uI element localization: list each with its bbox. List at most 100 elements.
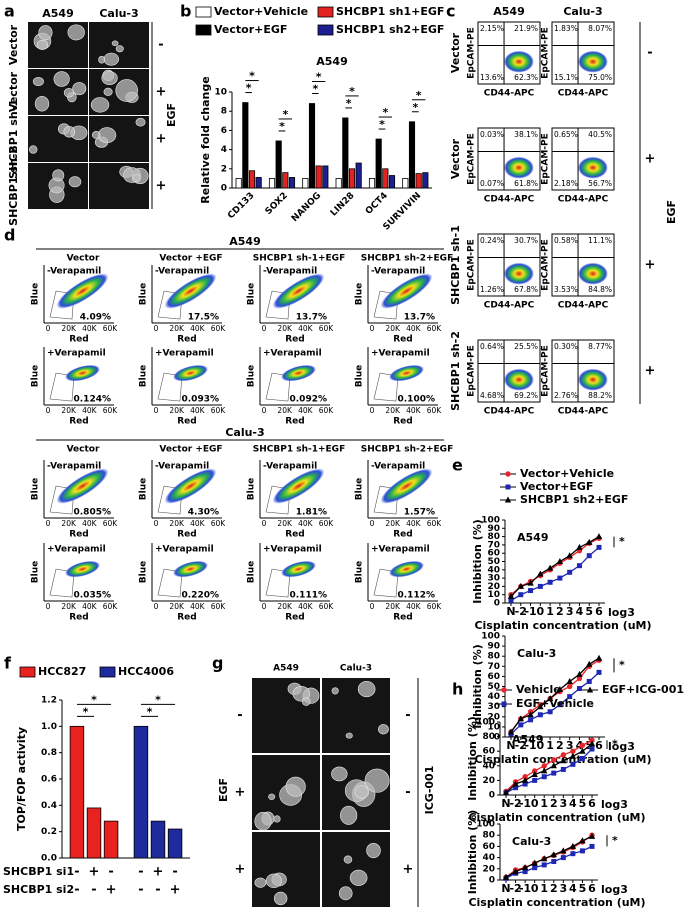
bar xyxy=(355,162,362,189)
x-tick-label: 20K xyxy=(61,406,77,415)
sphere xyxy=(273,891,288,906)
column-label: SHCBP1 sh-2+EGF xyxy=(361,445,453,455)
sphere xyxy=(36,39,49,50)
y-tick-label: 0 xyxy=(489,791,495,801)
significance-mark: * xyxy=(282,108,288,121)
x-tick-label: 20K xyxy=(385,406,401,415)
treatment-sign: + xyxy=(156,179,167,194)
chart-title: Calu-3 xyxy=(517,647,556,660)
x-tick-label: 2 xyxy=(550,882,558,895)
x-tick-label: 0 xyxy=(537,605,545,618)
treatment-sign: + xyxy=(645,152,656,167)
sphere xyxy=(354,785,369,799)
axis-label: CD44-APC xyxy=(558,195,609,205)
x-tick-label: 40K xyxy=(190,519,206,528)
legend-swatch xyxy=(195,6,212,18)
marker xyxy=(567,694,573,700)
axis-label: EpCAM-PE xyxy=(541,133,551,185)
x-tick-label: 4 xyxy=(569,882,577,895)
quadrant-percent: 40.5% xyxy=(588,130,612,139)
marker xyxy=(560,757,567,764)
row-label: SHCBP1 sh-2 xyxy=(7,146,20,226)
series-line xyxy=(510,671,600,735)
side-population-percent: 0.035% xyxy=(74,591,112,601)
y-tick-label: 0 xyxy=(489,876,495,886)
side-population-percent: 0.112% xyxy=(398,591,436,601)
legend-marker xyxy=(501,687,507,693)
sphere xyxy=(101,71,118,85)
axis-label: Red xyxy=(393,335,412,345)
cell-density xyxy=(272,273,325,309)
bar xyxy=(150,820,166,859)
x-tick-label: 60K xyxy=(319,519,335,528)
treatment-sign: + xyxy=(235,785,246,800)
x-axis-label: Cisplatin concentration (uM) xyxy=(468,896,645,909)
axis-label: CD44-APC xyxy=(484,407,535,417)
x-tick-label: 0 xyxy=(537,739,545,752)
treatment-sign: - xyxy=(647,46,652,61)
marker xyxy=(541,862,547,868)
quadrant-percent: 38.1% xyxy=(514,130,538,139)
marker xyxy=(528,588,534,594)
group-title: Calu-3 xyxy=(225,426,264,439)
x-tick-label: 6 xyxy=(595,605,603,618)
x-unit: log3 xyxy=(608,606,635,619)
row-label: Vector xyxy=(7,71,20,112)
marker xyxy=(560,855,566,861)
sphere xyxy=(72,82,87,96)
x-tick-label: 0 xyxy=(262,406,267,415)
x-tick-label: 60K xyxy=(103,519,119,528)
condition-label: +Verapamil xyxy=(155,545,214,555)
treatment-sign: - xyxy=(158,38,163,53)
axis-label: Red xyxy=(285,417,304,427)
marker xyxy=(517,582,524,589)
marker xyxy=(560,752,567,758)
legend-label: Vector+Vehicle xyxy=(520,467,614,480)
cell-density xyxy=(173,364,208,382)
quadrant-percent: 0.65% xyxy=(554,130,578,139)
significance-mark: * xyxy=(246,82,252,95)
condition-label: +Verapamil xyxy=(47,349,106,359)
quadrant-percent: 30.7% xyxy=(514,236,538,245)
x-tick-label: 2 xyxy=(550,797,558,810)
legend-swatch xyxy=(99,666,116,678)
row-label: Vector xyxy=(449,138,462,179)
marker xyxy=(595,654,603,661)
y-tick-label: 6 xyxy=(221,126,227,136)
x-tick-label: 20K xyxy=(169,519,185,528)
x-tick-label: -1 xyxy=(524,739,536,752)
x-tick-label: 60K xyxy=(211,324,227,333)
quadrant-percent: 56.7% xyxy=(588,179,612,188)
x-tick-label: 60K xyxy=(427,406,443,415)
bar xyxy=(408,121,416,189)
x-tick-label: 40K xyxy=(82,519,98,528)
condition-label: +Verapamil xyxy=(47,545,106,555)
cell-density xyxy=(65,560,100,578)
x-tick-label: 0 xyxy=(531,882,539,895)
x-tick-label: 0 xyxy=(46,406,51,415)
side-population-percent: 0.805% xyxy=(74,508,112,518)
sphere xyxy=(331,766,348,782)
marker xyxy=(537,583,543,589)
bar xyxy=(348,168,356,189)
sphere xyxy=(357,681,376,698)
bar xyxy=(415,173,422,189)
cell-density xyxy=(577,262,608,285)
sphere xyxy=(132,173,141,183)
x-tick-label: -2 xyxy=(509,882,521,895)
axis-label: CD44-APC xyxy=(484,89,535,99)
axis-label: Red xyxy=(285,530,304,540)
condition-label: +Verapamil xyxy=(371,545,430,555)
axis-label: Blue xyxy=(31,561,41,583)
marker xyxy=(522,781,528,787)
x-tick-label: 6 xyxy=(595,739,603,752)
sphere xyxy=(331,687,339,695)
x-tick-label: 1 xyxy=(540,882,548,895)
significance-mark: * xyxy=(155,693,161,706)
y-tick-label: 0.0 xyxy=(41,854,57,864)
legend-label: Vehicle xyxy=(516,683,561,696)
x-tick-label: CD133 xyxy=(226,191,256,221)
marker xyxy=(531,768,538,774)
x-tick-label: -2 xyxy=(515,605,527,618)
